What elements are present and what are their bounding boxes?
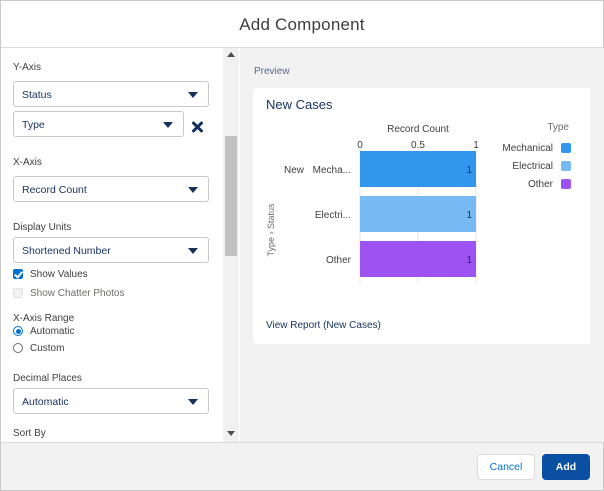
bar-0: [360, 151, 476, 187]
preview-label: Preview: [254, 66, 290, 77]
settings-scrollbar[interactable]: [223, 48, 239, 442]
legend-entry-label: Other: [528, 179, 554, 190]
data-label: 1: [466, 210, 472, 221]
automatic-radio[interactable]: [13, 326, 23, 336]
legend-swatch: [561, 179, 571, 189]
x-tick-label: 1: [473, 140, 479, 151]
display-units-value: Shortened Number: [22, 245, 111, 257]
card-title: New Cases: [266, 97, 333, 112]
x-axis-range-label: X-Axis Range: [13, 313, 75, 324]
x-tick-label: 0.5: [411, 140, 425, 151]
show-values-checkbox[interactable]: [13, 269, 23, 279]
x-tick-label: 0: [357, 140, 363, 151]
x-axis-value: Record Count: [22, 184, 87, 196]
bar-2: [360, 241, 476, 277]
chevron-down-icon: [188, 248, 198, 254]
custom-radio[interactable]: [13, 343, 23, 353]
bar-chart: Record Count 0 0.5 1 Type › Status New Mecha..…: [266, 122, 571, 284]
x-axis-title: Record Count: [387, 124, 449, 135]
settings-panel: Y-Axis Status Type X-Axis Record Count D…: [1, 48, 239, 442]
decimal-places-select[interactable]: Automatic: [13, 388, 209, 414]
show-chatter-photos-checkbox[interactable]: [13, 288, 23, 298]
chevron-down-icon: [188, 187, 198, 193]
decimal-places-label: Decimal Places: [13, 373, 82, 384]
preview-panel: Preview New Cases Record Count 0 0.5 1 Type …: [240, 48, 604, 442]
automatic-radio-label: Automatic: [30, 326, 75, 337]
x-axis-label: X-Axis: [13, 157, 42, 168]
legend-entry-label: Electrical: [512, 161, 553, 172]
legend-swatch: [561, 161, 571, 171]
view-report-link[interactable]: View Report (New Cases): [266, 320, 381, 331]
x-axis-select[interactable]: Record Count: [13, 176, 209, 202]
scroll-up-icon[interactable]: [227, 52, 235, 57]
modal-header: Add Component: [1, 1, 603, 48]
show-values-label: Show Values: [30, 269, 88, 280]
legend-title: Type: [547, 122, 569, 133]
preview-card: New Cases Record Count 0 0.5 1 Type › Status…: [253, 88, 590, 344]
scroll-down-icon[interactable]: [227, 431, 235, 436]
data-label: 1: [466, 165, 472, 176]
data-label: 1: [466, 255, 472, 266]
scroll-thumb[interactable]: [225, 136, 237, 256]
category-label: Electri...: [315, 210, 351, 221]
sort-by-label: Sort By: [13, 428, 46, 439]
custom-radio-label: Custom: [30, 343, 65, 354]
display-units-select[interactable]: Shortened Number: [13, 237, 209, 263]
category-label: Other: [326, 255, 352, 266]
show-chatter-photos-label: Show Chatter Photos: [30, 288, 125, 299]
y-axis-select[interactable]: Status: [13, 81, 209, 107]
modal-footer: Cancel Add: [1, 442, 603, 490]
bar-1: [360, 196, 476, 232]
chevron-down-icon: [188, 399, 198, 405]
chevron-down-icon: [163, 122, 173, 128]
modal-title: Add Component: [239, 15, 365, 34]
y-axis-second-select[interactable]: Type: [13, 111, 184, 137]
y-axis-label: Y-Axis: [13, 62, 41, 73]
add-button[interactable]: Add: [542, 454, 590, 480]
remove-grouping-icon[interactable]: [190, 120, 204, 134]
display-units-label: Display Units: [13, 222, 72, 233]
y-axis-value: Status: [22, 89, 52, 101]
cancel-button[interactable]: Cancel: [477, 454, 535, 480]
decimal-places-value: Automatic: [22, 396, 69, 408]
y-axis-second-value: Type: [22, 119, 45, 131]
chevron-down-icon: [188, 92, 198, 98]
y-axis-title: Type › Status: [266, 203, 276, 257]
category-label: Mecha...: [313, 165, 351, 176]
legend-swatch: [561, 143, 571, 153]
group-label-new: New: [284, 165, 305, 176]
legend-entry-label: Mechanical: [502, 143, 553, 154]
